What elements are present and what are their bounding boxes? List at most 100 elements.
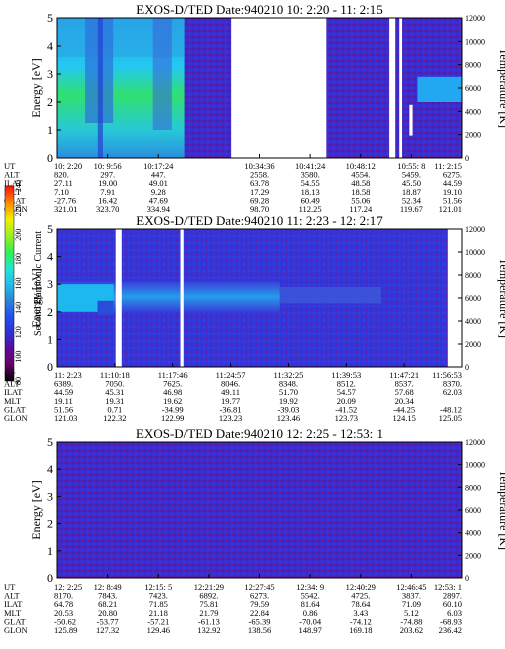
- panel-time-range: 12: 2:25 - 12:53: 1: [286, 426, 383, 441]
- y2-tick-label: 2000: [465, 131, 481, 140]
- orbit-cell-ilat: 19.00: [98, 178, 117, 188]
- orbit-cell-ilat: 45.50: [402, 178, 421, 188]
- y-tick-label: 3: [47, 489, 53, 503]
- orbit-cell-glon: 127.32: [96, 625, 119, 635]
- y2-tick-label: 8000: [465, 61, 481, 70]
- orbit-cell-glat: -68.93: [440, 616, 462, 626]
- spectrogram-area: [57, 18, 462, 158]
- orbit-row-label: ILAT: [4, 599, 23, 609]
- orbit-cell-ilat: 78.64: [351, 599, 371, 609]
- orbit-cell-glat: -70.04: [299, 616, 322, 626]
- orbit-cell-mlt: 19.77: [221, 396, 240, 406]
- orbit-table: UTALTILATMLTGLATGLON10: 2:20820.27.117.1…: [4, 161, 462, 214]
- orbit-cell-glat: -74.88: [400, 616, 422, 626]
- panel-date: Date:940210: [216, 426, 286, 441]
- orbit-cell-alt: 8170.: [54, 591, 73, 601]
- orbit-cell-glat: -34.99: [162, 404, 184, 414]
- orbit-cell-glon: 129.46: [147, 625, 170, 635]
- orbit-cell-alt: 7843.: [98, 591, 117, 601]
- colorbar-scale: [4, 185, 15, 382]
- panel-date: Date:940210: [216, 2, 286, 17]
- data-gap: [180, 229, 184, 367]
- orbit-cell-glon: 122.99: [161, 413, 184, 423]
- orbit-cell-glat: 60.49: [301, 195, 320, 205]
- colorbar-tick-label: 200: [14, 229, 23, 241]
- orbit-cell-glon: 121.01: [439, 204, 462, 214]
- orbit-cell-glat: -44.25: [393, 404, 415, 414]
- orbit-cell-alt: 3837.: [402, 591, 421, 601]
- colorbar-tick-label: 160: [14, 278, 23, 290]
- panel-title: EXOS-D/TED Date:940210 12: 2:25 - 12:53:…: [136, 426, 383, 441]
- y2-tick-label: 6000: [465, 506, 481, 515]
- data-gap: [447, 229, 462, 367]
- data-gap: [231, 18, 327, 158]
- orbit-row-label: ALT: [4, 170, 21, 180]
- orbit-cell-glon: 98.70: [250, 204, 269, 214]
- panel-time-range: 10: 2:20 - 11: 2:15: [286, 2, 382, 17]
- orbit-cell-ilat: 49.01: [149, 178, 168, 188]
- orbit-cell-ut: 12: 2:25: [54, 582, 82, 592]
- y-tick-label: 2: [47, 95, 53, 109]
- orbit-cell-ilat: 49.11: [221, 387, 240, 397]
- orbit-cell-mlt: 18.87: [402, 187, 421, 197]
- orbit-cell-mlt: 18.58: [351, 187, 370, 197]
- orbit-cell-ilat: 81.64: [301, 599, 321, 609]
- orbit-cell-glon: 123.73: [335, 413, 358, 423]
- spectrogram-band: [417, 76, 462, 102]
- spectrogram-background: [57, 442, 462, 578]
- orbit-row-label: GLAT: [4, 616, 27, 626]
- orbit-cell-glon: 119.67: [400, 204, 423, 214]
- orbit-table: UTALTILATMLTGLATGLON11: 2:236389.44.5919…: [4, 370, 462, 423]
- orbit-cell-ut: 12:53: 1: [434, 582, 462, 592]
- orbit-cell-mlt: 20.34: [395, 396, 415, 406]
- orbit-cell-ilat: 68.21: [98, 599, 117, 609]
- orbit-cell-mlt: 19.92: [279, 396, 298, 406]
- orbit-cell-glon: 169.18: [349, 625, 372, 635]
- orbit-cell-ut: 12:34: 9: [296, 582, 324, 592]
- y-axis-label: Energy [eV]: [29, 268, 43, 327]
- y2-tick-label: 2000: [465, 340, 481, 349]
- orbit-cell-ilat: 75.81: [199, 599, 218, 609]
- orbit-cell-ilat: 46.98: [163, 387, 182, 397]
- orbit-cell-glat: 69.28: [250, 195, 269, 205]
- spectrogram-area: [57, 442, 462, 578]
- orbit-cell-glon: 125.05: [439, 413, 462, 423]
- orbit-cell-ilat: 64.78: [54, 599, 73, 609]
- orbit-cell-alt: 6389.: [54, 379, 73, 389]
- y-tick-label: 4: [47, 462, 53, 476]
- orbit-cell-alt: 6273.: [250, 591, 269, 601]
- orbit-cell-mlt: 20.09: [337, 396, 356, 406]
- orbit-cell-glat: -65.39: [249, 616, 271, 626]
- y-axis-label: Energy [eV]: [29, 58, 43, 117]
- y2-tick-label: 8000: [465, 271, 481, 280]
- y-axis-label: Energy [eV]: [29, 480, 43, 539]
- orbit-cell-mlt: 20.80: [98, 608, 117, 618]
- orbit-cell-mlt: 21.79: [199, 608, 218, 618]
- y2-axis-label: Temperature [K]: [497, 48, 505, 128]
- orbit-cell-glat: 0.71: [107, 404, 122, 414]
- y-tick-label: 5: [47, 11, 53, 25]
- orbit-cell-glat: -53.77: [97, 616, 119, 626]
- y2-tick-label: 4000: [465, 529, 481, 538]
- orbit-cell-mlt: 5.12: [404, 608, 419, 618]
- y2-tick-label: 10000: [465, 461, 485, 470]
- orbit-cell-mlt: 22.84: [250, 608, 270, 618]
- y-tick-label: 0: [47, 151, 53, 165]
- orbit-cell-mlt: 3.43: [353, 608, 368, 618]
- orbit-row-label: GLON: [4, 204, 28, 214]
- orbit-row-label: ILAT: [4, 387, 23, 397]
- orbit-cell-alt: 4725.: [351, 591, 370, 601]
- colorbar-tick-label: 140: [14, 302, 23, 314]
- orbit-row-label: ILAT: [4, 178, 23, 188]
- orbit-cell-ut: 11: 2:23: [54, 370, 82, 380]
- y2-tick-label: 0: [465, 154, 469, 163]
- colorbar-label: Second Harmonic Current: [33, 231, 44, 336]
- orbit-cell-glon: 334.94: [147, 204, 171, 214]
- y-tick-label: 3: [47, 67, 53, 81]
- data-gap: [389, 18, 396, 158]
- y2-tick-label: 12000: [465, 225, 485, 234]
- orbit-cell-glon: 132.92: [197, 625, 220, 635]
- orbit-cell-ut: 11:32:25: [273, 370, 303, 380]
- orbit-cell-ilat: 71.85: [149, 599, 168, 609]
